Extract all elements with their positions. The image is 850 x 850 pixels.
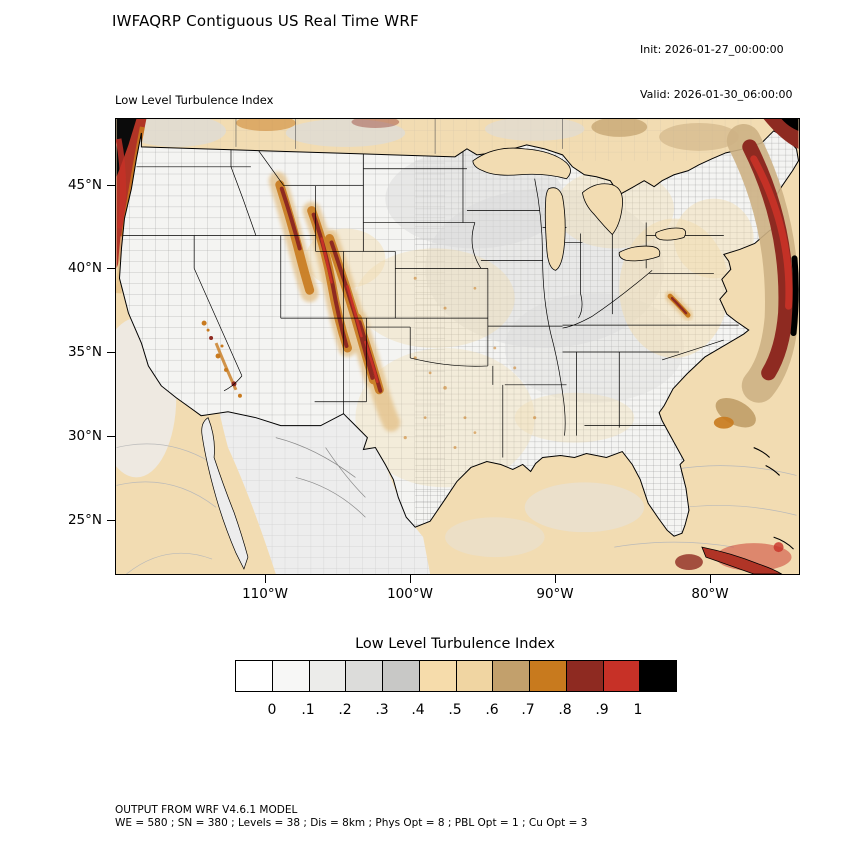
field-label: Low Level Turbulence Index [115, 93, 274, 107]
lon-tick [710, 575, 711, 583]
init-time: Init: 2026-01-27_00:00:00 [640, 43, 784, 56]
lat-tick [107, 352, 115, 353]
footer-config-line: WE = 580 ; SN = 380 ; Levels = 38 ; Dis … [115, 817, 588, 829]
colorbar-tick-label: .8 [558, 702, 572, 718]
canada-shading [126, 115, 739, 154]
lat-label-25n: 25°N [67, 512, 102, 528]
gulf-gray-patch [524, 482, 645, 533]
lat-tick [107, 185, 115, 186]
valid-time: Valid: 2026-01-30_06:00:00 [640, 88, 793, 101]
lat-label-45n: 45°N [67, 177, 102, 193]
lat-label-35n: 35°N [67, 344, 102, 360]
colorbar-tick-label: .1 [301, 702, 315, 718]
lon-label-90w: 90°W [536, 586, 574, 602]
us-interior [119, 130, 799, 537]
lake-ontario [655, 227, 686, 241]
lon-label-80w: 80°W [691, 586, 729, 602]
colorbar-tick-label: .6 [485, 702, 499, 718]
mexico [201, 393, 431, 574]
lat-tick [107, 436, 115, 437]
colorbar-tick-label: .9 [595, 702, 609, 718]
rockies-turbulence-streaks [268, 171, 401, 432]
footer-model-line: OUTPUT FROM WRF V4.6.1 MODEL [115, 804, 298, 816]
lon-label-100w: 100°W [387, 586, 433, 602]
colorbar-cell [236, 661, 272, 691]
colorbar-cell [271, 661, 309, 691]
lake-michigan [544, 187, 566, 271]
lat-tick [107, 268, 115, 269]
lon-label-110w: 110°W [242, 586, 288, 602]
colorbar-cell [418, 661, 456, 691]
colorbar-cell [639, 661, 676, 691]
gulf-gray-patch [445, 517, 545, 558]
cuba-region [675, 543, 792, 575]
colorbar [235, 660, 677, 692]
colorbar-cell [382, 661, 419, 691]
colorbar-tick-label: .3 [375, 702, 389, 718]
appalachian-streak [665, 291, 693, 321]
lon-tick [555, 575, 556, 583]
colorbar-cell [602, 661, 640, 691]
baja-peninsula [201, 417, 249, 570]
state-boundaries [121, 130, 739, 458]
florida-offshore [713, 397, 794, 553]
colorbar-tick-label: .7 [521, 702, 535, 718]
lat-label-40n: 40°N [67, 260, 102, 276]
map-frame [96, 115, 800, 575]
lon-tick [410, 575, 411, 583]
page-title: IWFAQRP Contiguous US Real Time WRF [112, 12, 419, 30]
colorbar-cell [345, 661, 382, 691]
lat-tick [107, 520, 115, 521]
lon-tick [265, 575, 266, 583]
colorbar-cell [565, 661, 603, 691]
us-outline [118, 130, 800, 537]
run-info: Init: 2026-01-27_00:00:00 Valid: 2026-01… [640, 12, 793, 132]
lat-label-30n: 30°N [67, 428, 102, 444]
colorbar-cell [455, 661, 493, 691]
colorbar-tick-label: .5 [448, 702, 462, 718]
lake-superior [472, 147, 571, 180]
colorbar-tick-label: 1 [633, 702, 643, 718]
colorbar-title: Low Level Turbulence Index [355, 636, 555, 652]
colorbar-tick-label: .2 [338, 702, 352, 718]
northeast-corner-patch [763, 119, 799, 149]
colorbar-tick-label: 0 [267, 702, 277, 718]
lake-huron [582, 183, 623, 236]
footer: OUTPUT FROM WRF V4.6.1 MODEL WE = 580 ; … [115, 804, 587, 830]
plains-speckles [403, 276, 537, 450]
colorbar-cell [492, 661, 529, 691]
colorbar-cell [308, 661, 346, 691]
colorbar-cell [529, 661, 566, 691]
lake-erie [618, 245, 661, 262]
northeast-corner-black [781, 119, 799, 131]
great-lakes [472, 147, 686, 271]
us-map-canvas [96, 115, 800, 575]
colorbar-tick-label: .4 [411, 702, 425, 718]
atlantic-turbulence-band [726, 123, 799, 403]
